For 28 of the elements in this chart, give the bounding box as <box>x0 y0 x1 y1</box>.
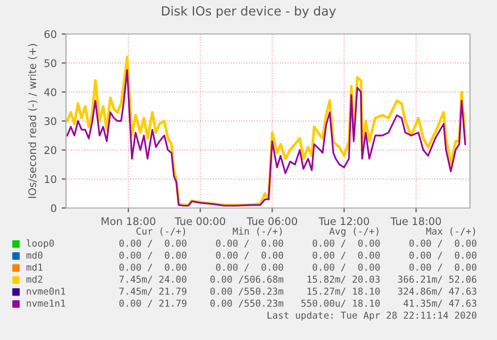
y-tick-label: 50 <box>44 59 56 68</box>
x-tick-label: Tue 18:00 <box>390 217 441 226</box>
legend-label: nvme0n1 <box>26 288 66 295</box>
text: 0.00 / 21.79 0.00 /550.23m 550.00u/ 18.10 41.35m/ 47.63 <box>119 300 476 308</box>
legend-label: nvme1n1 <box>26 300 66 307</box>
legend-label: md1 <box>26 263 42 271</box>
y-tick-label: 40 <box>44 88 56 96</box>
text: 0.00 / 0.00 0.00 / 0.00 0.00 / 0.00 0.00 / 0.00 <box>119 264 476 272</box>
legend-label: md0 <box>26 251 42 259</box>
legend-label: md2 <box>26 275 42 283</box>
text: Last update: Tue Apr 28 22:11:14 2020 <box>268 311 476 321</box>
y-axis-title: IOs/second read (-) / write (+) <box>28 44 38 198</box>
chart-title: Disk IOs per device - by day <box>162 6 336 18</box>
text: 0.00 / 0.00 0.00 / 0.00 0.00 / 0.00 0.00 / 0.00 <box>119 240 476 248</box>
text: 7.45m/ 21.79 0.00 /550.23m 15.27m/ 18.10 324.86m/ 47.63 <box>119 288 476 296</box>
legend-label: loop0 <box>26 239 54 249</box>
x-tick-label: Mon 18:00 <box>102 217 156 226</box>
text: Cur (-/+) Min (-/+) Avg (-/+) Max (-/+) <box>136 227 476 237</box>
y-tick-label: 30 <box>44 117 56 126</box>
y-tick-label: 60 <box>44 30 56 38</box>
y-tick-label: 0 <box>51 204 56 212</box>
x-tick-label: Tue 12:00 <box>318 217 369 226</box>
x-tick-label: Tue 06:00 <box>246 217 298 226</box>
text: 0.00 / 0.00 0.00 / 0.00 0.00 / 0.00 0.00 / 0.00 <box>119 252 476 260</box>
y-tick-label: 10 <box>44 175 56 184</box>
y-tick-label: 20 <box>44 146 56 154</box>
x-tick-label: Tue 00:00 <box>174 217 226 226</box>
text: 7.45m/ 24.00 0.00 /506.68m 15.82m/ 20.03 366.21m/ 52.06 <box>119 276 476 284</box>
